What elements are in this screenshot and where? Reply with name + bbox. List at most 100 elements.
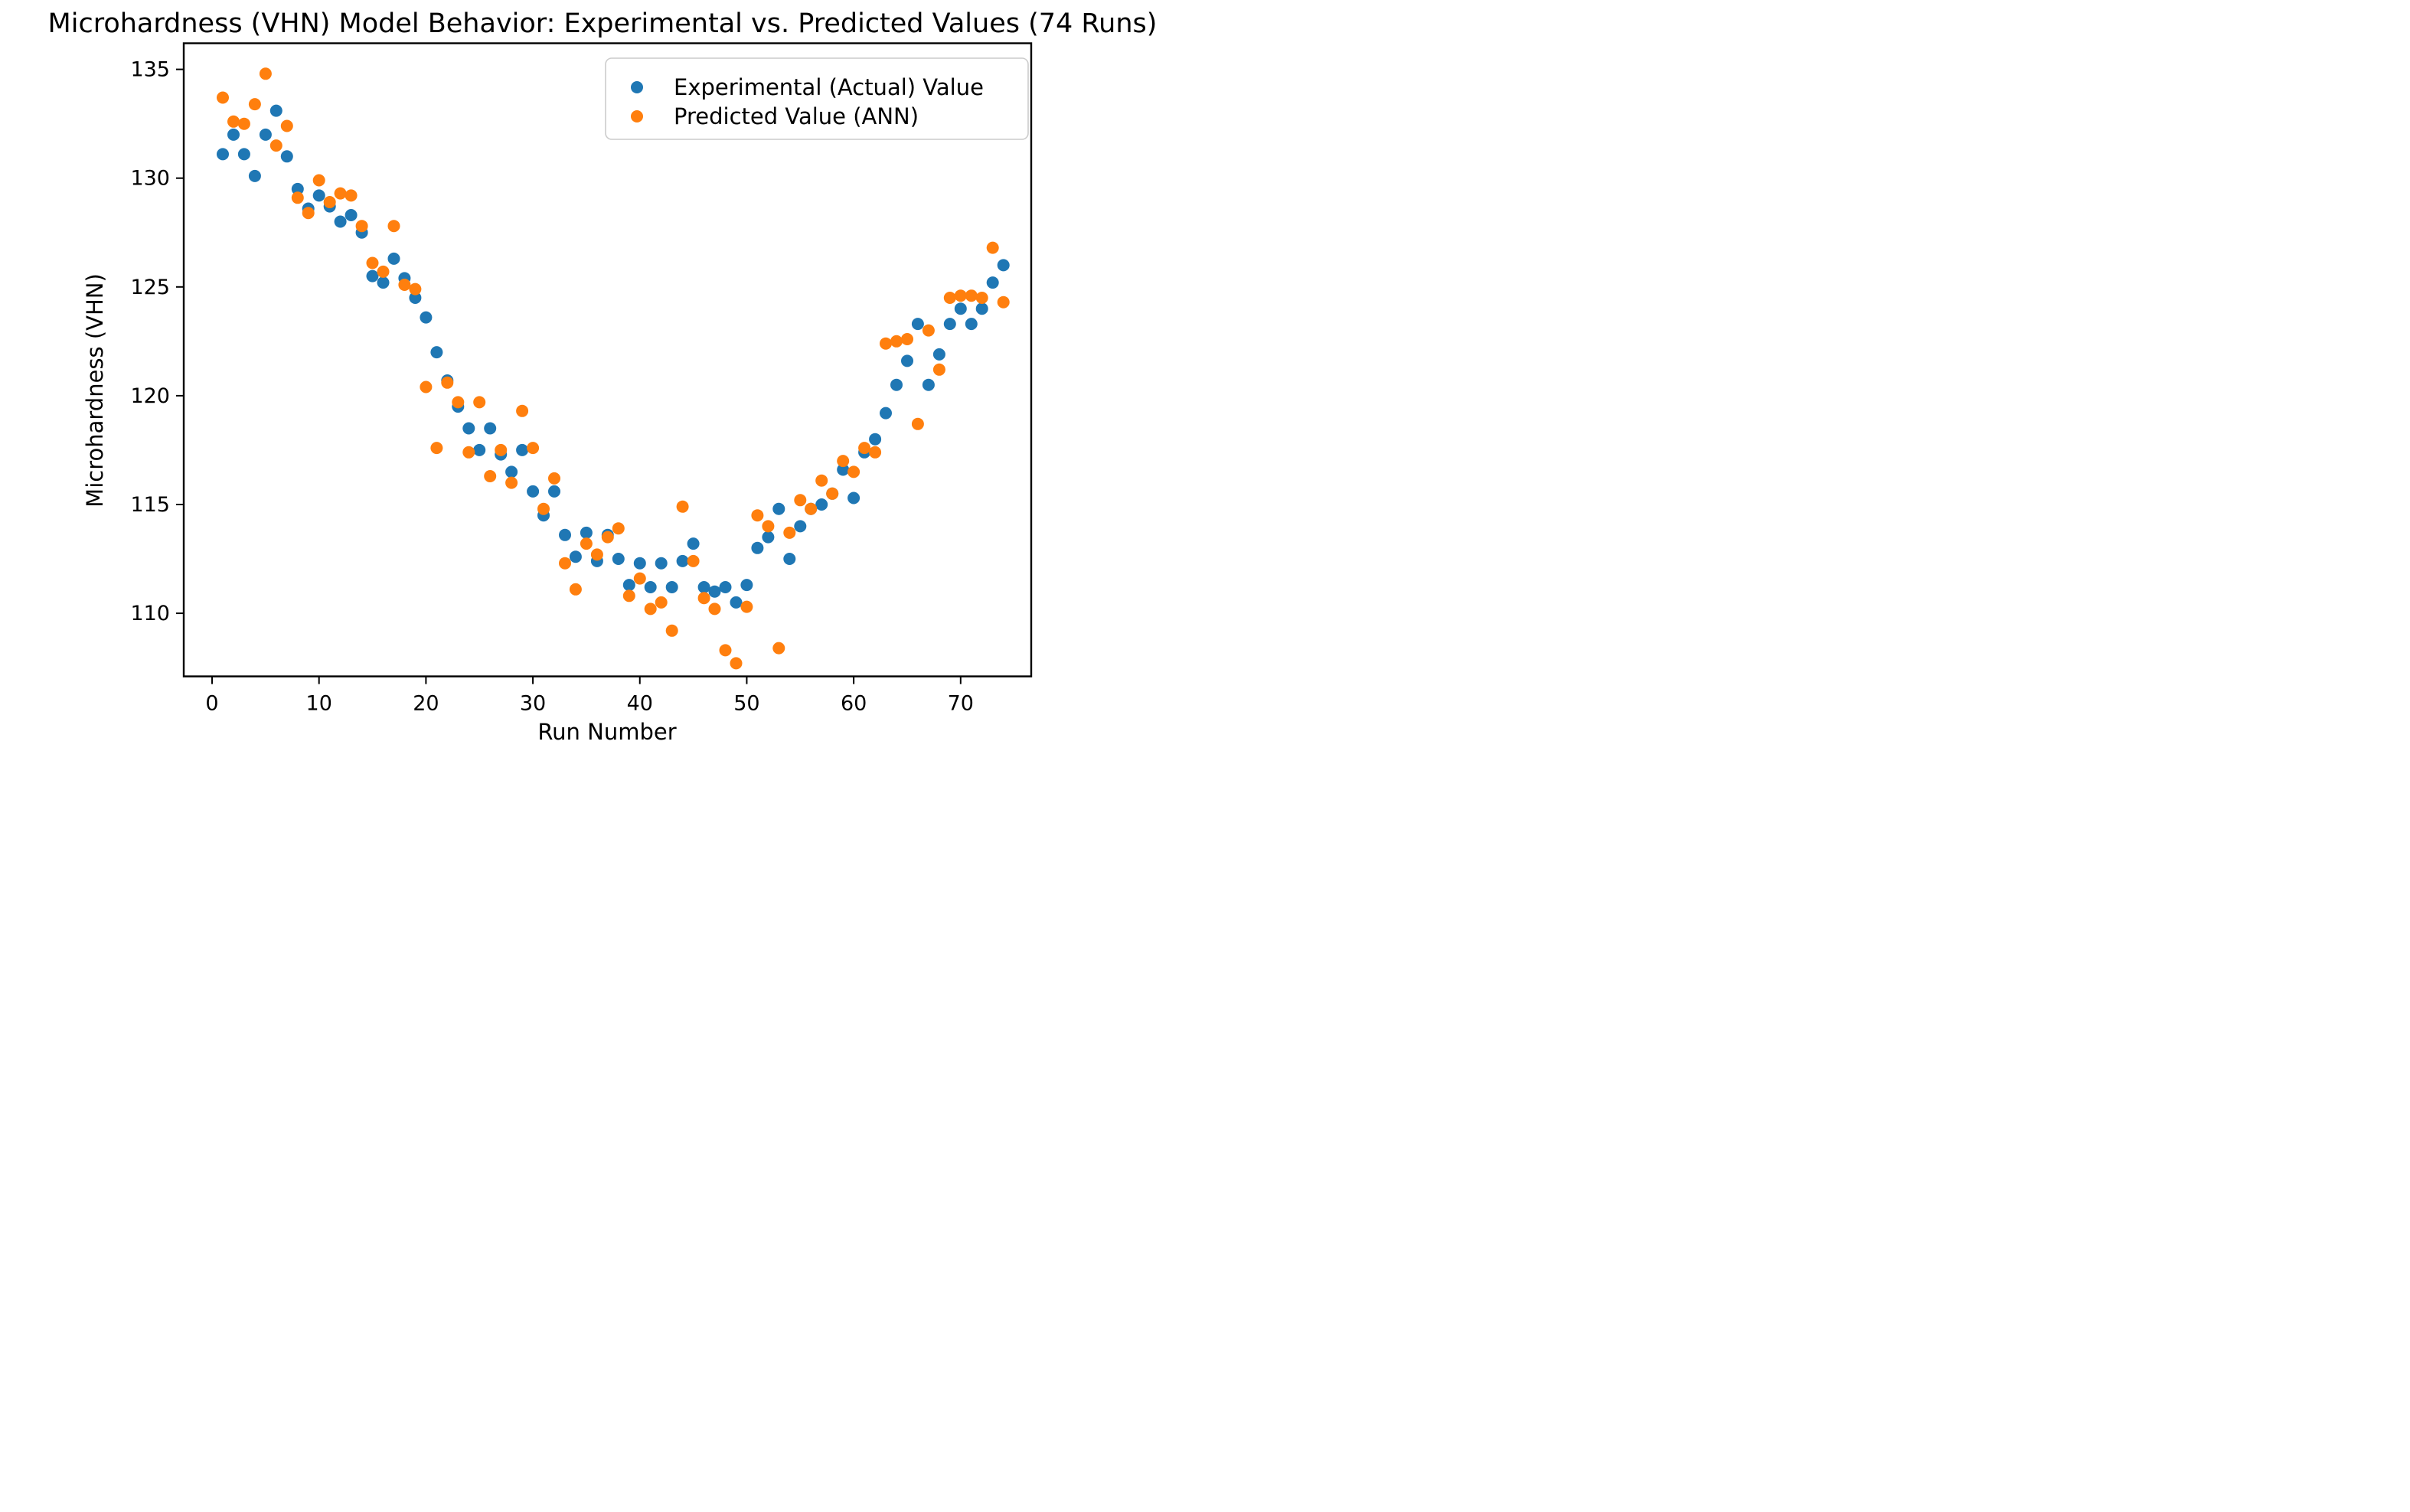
- predicted-point: [430, 442, 443, 455]
- predicted-point: [901, 333, 913, 345]
- experimental-point: [580, 526, 593, 539]
- predicted-point: [590, 548, 603, 561]
- experimental-point: [462, 422, 475, 435]
- predicted-point: [911, 417, 924, 430]
- predicted-point: [762, 520, 775, 533]
- experimental-point: [473, 443, 486, 456]
- predicted-point: [569, 583, 582, 596]
- y-tick-label: 125: [130, 276, 170, 299]
- experimental-point: [762, 531, 775, 544]
- experimental-point: [794, 520, 807, 533]
- experimental-point: [430, 346, 443, 359]
- predicted-point: [986, 241, 999, 254]
- predicted-point: [280, 119, 293, 132]
- experimental-point: [880, 407, 892, 420]
- predicted-point: [922, 324, 935, 337]
- chart-title: Microhardness (VHN) Model Behavior: Expe…: [48, 8, 1158, 39]
- predicted-point: [387, 220, 400, 233]
- predicted-point: [730, 657, 743, 670]
- experimental-point: [901, 354, 913, 367]
- predicted-point: [217, 91, 229, 104]
- legend-item-predicted: Predicted Value (ANN): [631, 103, 919, 129]
- predicted-point: [965, 289, 978, 302]
- experimental-point: [751, 541, 764, 554]
- x-tick-label: 30: [520, 692, 546, 716]
- x-tick-label: 70: [948, 692, 974, 716]
- predicted-point: [794, 494, 807, 507]
- experimental-marker-icon: [631, 81, 643, 93]
- experimental-point: [719, 581, 732, 593]
- predicted-point: [858, 442, 871, 455]
- predicted-point: [227, 115, 240, 128]
- experimental-point: [259, 128, 272, 141]
- predicted-point: [826, 487, 839, 500]
- experimental-point: [387, 252, 400, 265]
- experimental-point: [280, 150, 293, 163]
- experimental-point: [237, 148, 250, 161]
- predicted-point: [943, 292, 956, 304]
- predicted-point: [237, 117, 250, 130]
- predicted-point: [302, 207, 315, 220]
- predicted-point: [665, 624, 678, 637]
- experimental-point: [687, 537, 700, 550]
- experimental-point: [997, 259, 1010, 272]
- experimental-point: [986, 276, 999, 289]
- predicted-point: [869, 446, 882, 459]
- experimental-point: [527, 485, 540, 498]
- predicted-point: [366, 256, 379, 269]
- axes-spines: [182, 42, 1033, 678]
- predicted-point: [644, 603, 657, 616]
- predicted-point: [997, 296, 1010, 309]
- predicted-point: [837, 455, 850, 468]
- experimental-point: [409, 292, 422, 304]
- y-tick-label: 115: [130, 493, 170, 517]
- y-axis-label: Microhardness (VHN): [82, 273, 108, 508]
- experimental-point: [932, 348, 945, 361]
- predicted-point: [323, 196, 336, 208]
- plot-area: 0 10 20 30 40 50 60 70 110 115 120 125 130 135: [130, 42, 1033, 716]
- predicted-point: [312, 174, 325, 187]
- x-axis: 0 10 20 30 40 50 60 70: [205, 676, 974, 716]
- experimental-point: [837, 463, 850, 476]
- experimental-point: [740, 579, 753, 592]
- experimental-point: [922, 378, 935, 391]
- y-tick-label: 110: [130, 602, 170, 625]
- predicted-point: [527, 442, 540, 455]
- predicted-point: [441, 376, 454, 389]
- experimental-point: [783, 553, 796, 565]
- predicted-point: [377, 265, 390, 278]
- predicted-point: [719, 644, 732, 657]
- x-tick-label: 40: [627, 692, 653, 716]
- legend-label-experimental: Experimental (Actual) Value: [674, 74, 984, 100]
- x-tick-label: 60: [841, 692, 867, 716]
- predicted-point: [516, 404, 529, 417]
- experimental-point: [697, 581, 710, 593]
- experimental-point: [334, 215, 347, 228]
- experimental-point: [815, 498, 828, 511]
- predicted-point: [932, 363, 945, 376]
- experimental-point: [622, 579, 635, 592]
- legend: Experimental (Actual) Value Predicted Va…: [605, 57, 1029, 140]
- predicted-point: [751, 509, 764, 522]
- experimental-point: [217, 148, 229, 161]
- predicted-point: [975, 292, 988, 304]
- experimental-point: [975, 302, 988, 315]
- experimental-point: [312, 189, 325, 202]
- experimental-point: [911, 318, 924, 331]
- x-axis-label: Run Number: [537, 719, 676, 745]
- predicted-point: [345, 189, 358, 202]
- experimental-point: [665, 581, 678, 593]
- experimental-points: [217, 104, 1010, 609]
- x-tick-label: 50: [733, 692, 759, 716]
- y-tick-label: 120: [130, 384, 170, 408]
- experimental-point: [847, 491, 860, 505]
- predicted-point: [708, 603, 721, 616]
- legend-box: [605, 57, 1029, 140]
- predicted-point: [954, 289, 967, 302]
- experimental-point: [730, 596, 743, 609]
- predicted-point: [601, 531, 614, 544]
- figure: Microhardness (VHN) Model Behavior: Expe…: [0, 0, 1205, 756]
- experimental-point: [548, 485, 560, 498]
- x-tick-label: 20: [413, 692, 439, 716]
- experimental-point: [227, 128, 240, 141]
